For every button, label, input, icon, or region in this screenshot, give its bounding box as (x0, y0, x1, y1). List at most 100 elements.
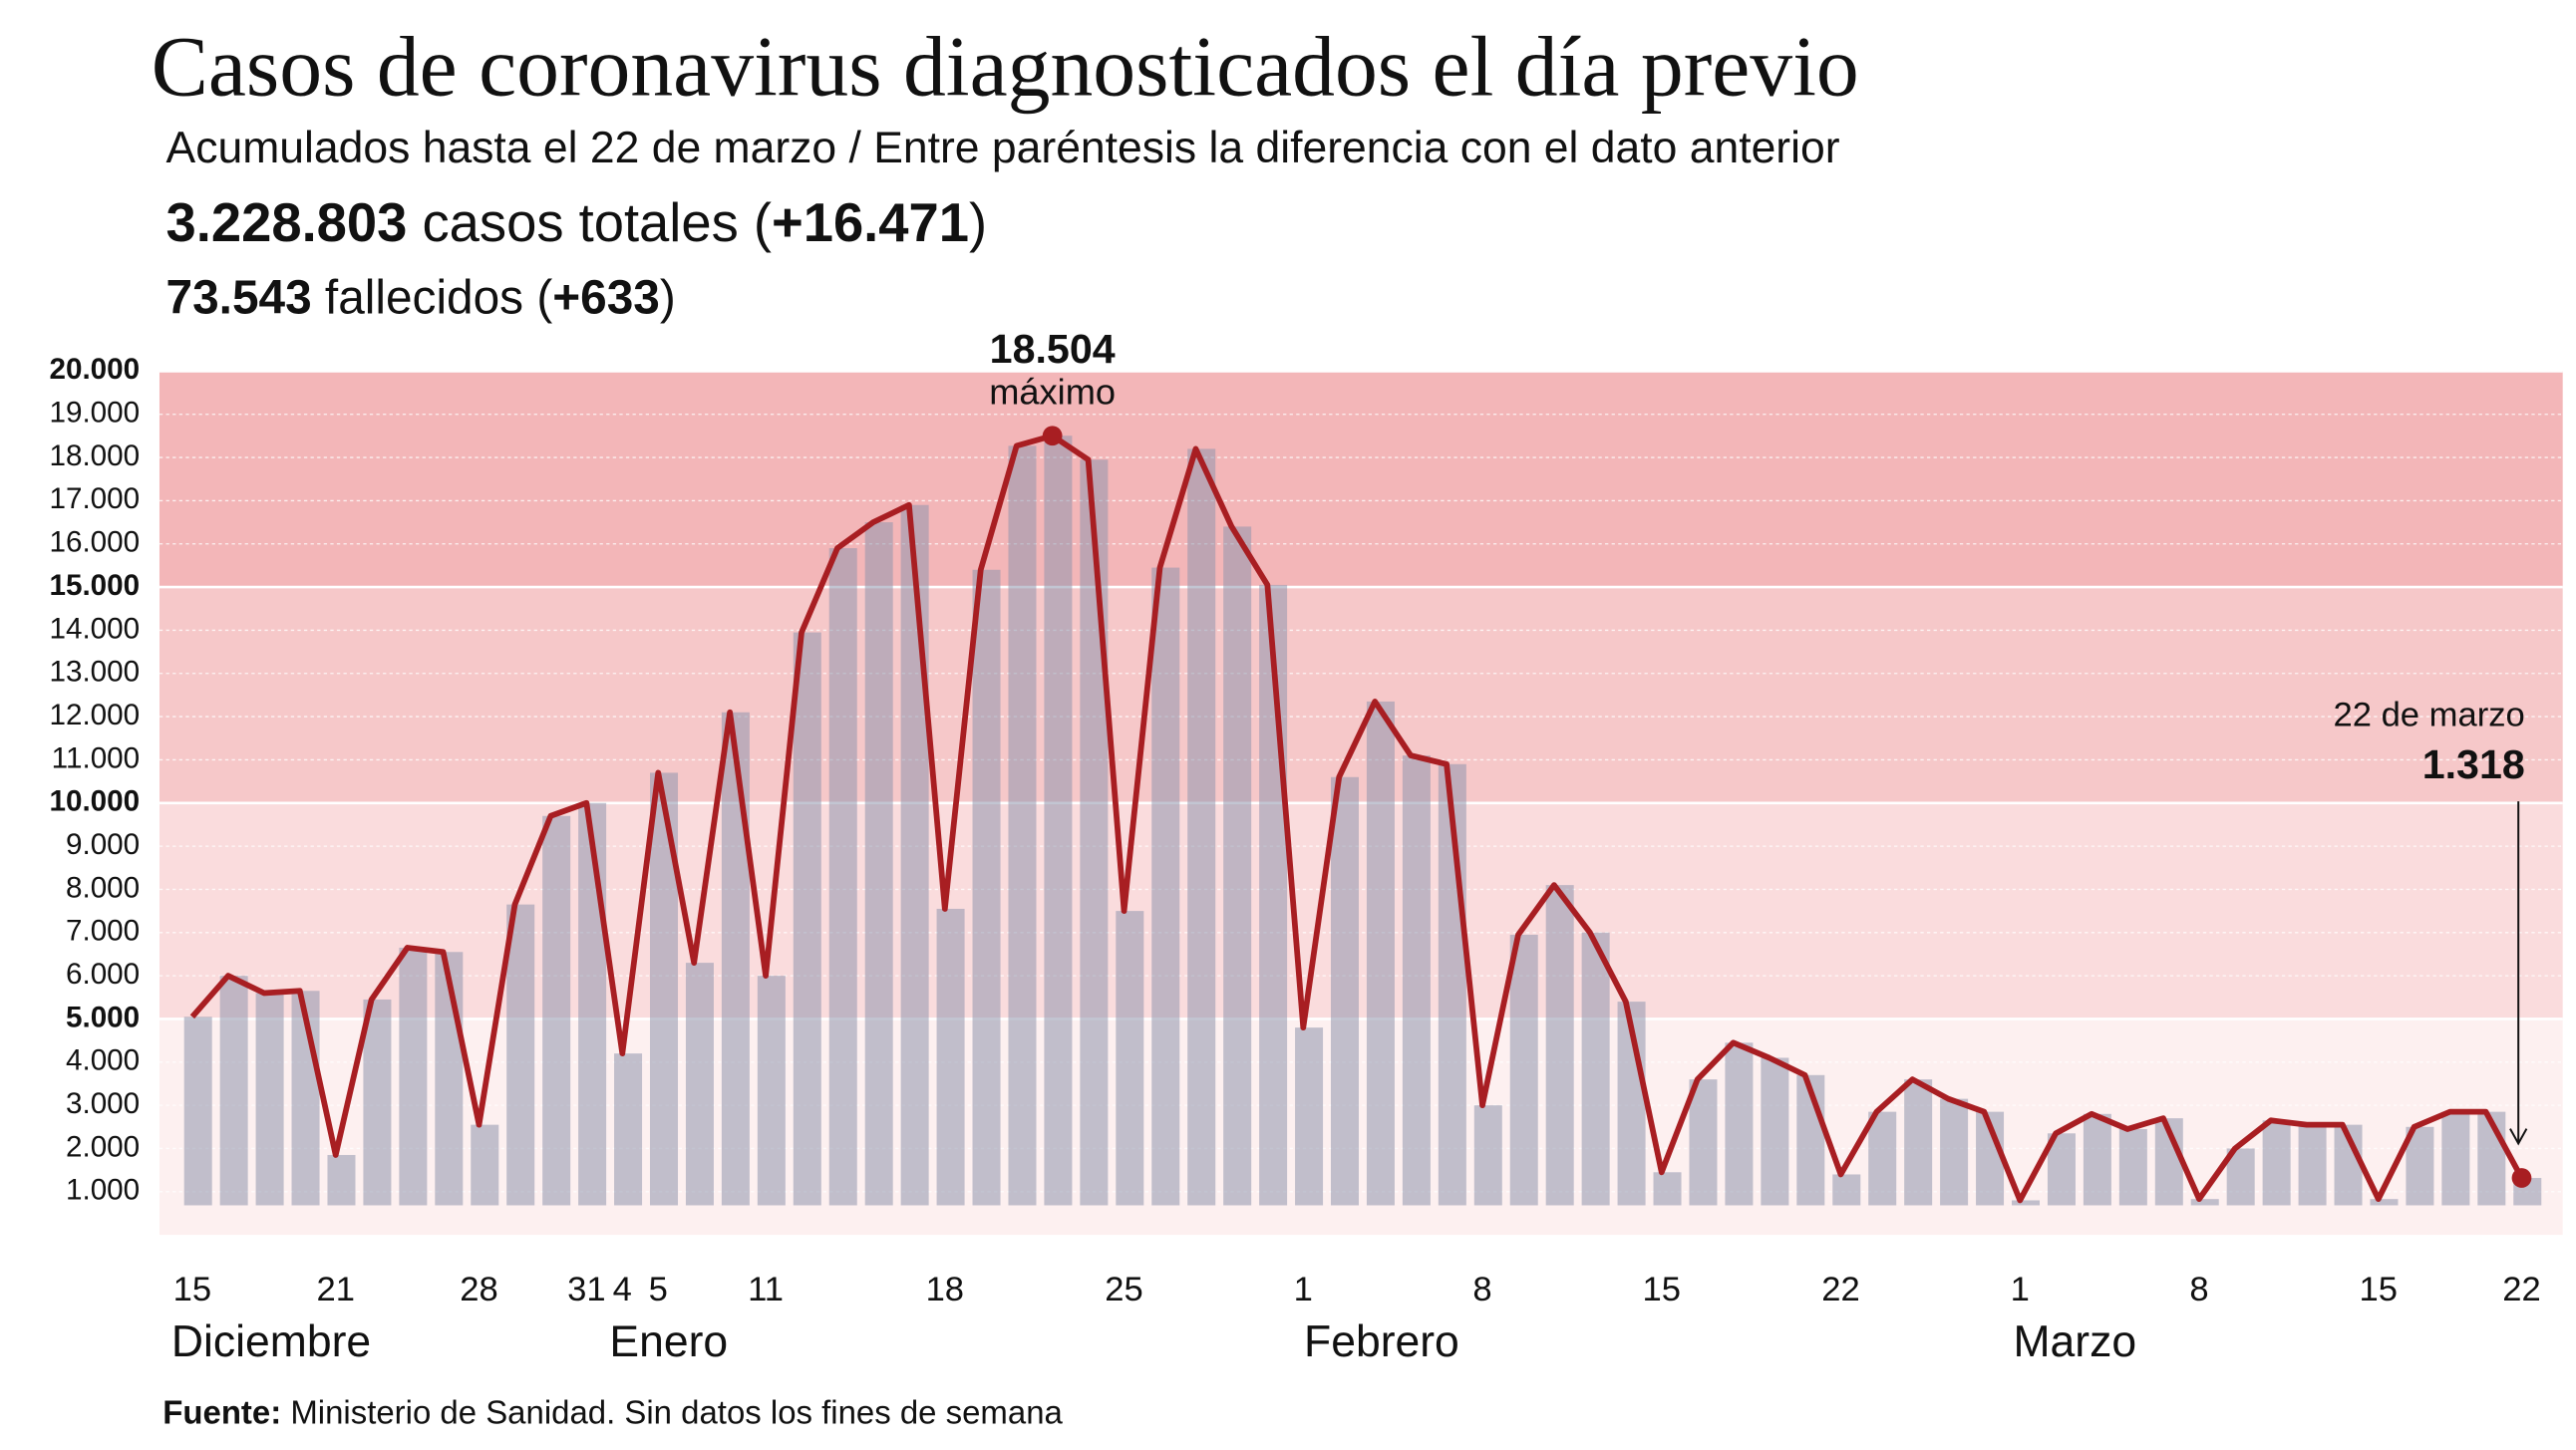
x-tick-label: 4 (613, 1271, 632, 1308)
deaths-text: fallecidos ( (312, 272, 553, 325)
bar (1653, 1172, 1682, 1206)
x-tick-label: 15 (1643, 1271, 1681, 1308)
source-label: Fuente: (162, 1394, 281, 1431)
y-tick-label: 17.000 (49, 482, 140, 515)
bar (936, 908, 965, 1206)
cases-total: 3.228.803 casos totales (+16.471) (166, 192, 988, 253)
bar (721, 712, 750, 1206)
bar (1689, 1079, 1718, 1206)
bar (900, 504, 929, 1206)
y-tick-label: 2.000 (66, 1130, 140, 1163)
x-tick-label: 11 (748, 1271, 784, 1308)
x-tick-label: 22 (2502, 1271, 2540, 1308)
bar (864, 522, 893, 1206)
bar (1187, 448, 1216, 1206)
bar (327, 1154, 356, 1206)
bar (1044, 435, 1073, 1206)
y-tick-label: 7.000 (66, 915, 140, 948)
bar (1473, 1105, 1502, 1206)
cases-number: 3.228.803 (166, 192, 408, 253)
bar (1366, 701, 1395, 1206)
y-tick-label: 11.000 (52, 741, 141, 774)
deaths-close: ) (660, 272, 676, 325)
x-tick-label: 21 (316, 1271, 354, 1308)
bar (1725, 1042, 1754, 1206)
bar (2011, 1200, 2041, 1206)
subtitle: Acumulados hasta el 22 de marzo / Entre … (166, 124, 1840, 172)
x-tick-label: 22 (1821, 1271, 1859, 1308)
bar (1581, 932, 1610, 1206)
bar (1761, 1057, 1789, 1206)
bar (219, 976, 248, 1206)
bar (2262, 1120, 2291, 1206)
y-tick-label: 9.000 (66, 828, 140, 861)
max-note: máximo (989, 371, 1116, 412)
bar (1402, 755, 1431, 1206)
bar (1223, 526, 1252, 1206)
bar (255, 993, 284, 1206)
band (159, 371, 2563, 588)
bar (2441, 1111, 2470, 1206)
bar (1940, 1098, 1969, 1206)
max-dot (1042, 426, 1063, 446)
y-tick-label: 5.000 (66, 1001, 140, 1033)
source-text: Ministerio de Sanidad. Sin datos los fin… (281, 1394, 1063, 1431)
bar (471, 1124, 499, 1206)
x-tick-label: 8 (1472, 1271, 1491, 1308)
y-tick-label: 12.000 (49, 699, 140, 731)
month-label: Enero (609, 1317, 728, 1366)
x-tick-label: 8 (2189, 1271, 2208, 1308)
y-tick-label: 19.000 (49, 397, 140, 430)
y-tick-label: 18.000 (49, 439, 140, 472)
y-tick-label: 6.000 (66, 958, 140, 991)
max-label: 18.504 (990, 326, 1116, 372)
band (159, 587, 2563, 803)
bar (649, 772, 679, 1206)
bar (972, 569, 1001, 1206)
x-tick-label: 25 (1105, 1271, 1142, 1308)
bar (2083, 1113, 2111, 1206)
bar (506, 904, 535, 1206)
deaths-total: 73.543 fallecidos (+633) (166, 272, 676, 325)
deaths-diff: +633 (552, 272, 660, 325)
bar (363, 999, 392, 1206)
y-tick-label: 20.000 (49, 353, 140, 386)
month-label: Febrero (1304, 1317, 1459, 1366)
bar (1904, 1079, 1933, 1206)
y-tick-label: 16.000 (49, 526, 140, 559)
cases-text: casos totales ( (407, 192, 772, 253)
bar (578, 802, 607, 1206)
last-label: 1.318 (2422, 741, 2525, 787)
bar (1868, 1111, 1897, 1206)
bar (757, 976, 786, 1206)
y-tick-label: 3.000 (66, 1087, 140, 1120)
bar (614, 1053, 643, 1206)
y-tick-label: 4.000 (66, 1044, 140, 1077)
bar (2370, 1199, 2399, 1206)
bar (685, 963, 714, 1206)
cases-close: ) (969, 192, 987, 253)
x-tick-label: 5 (649, 1271, 668, 1308)
arrow-head (2509, 1128, 2528, 1146)
y-tick-label: 10.000 (49, 785, 140, 818)
x-tick-label: 15 (2359, 1271, 2397, 1308)
x-tick-label: 28 (460, 1271, 497, 1308)
bar (793, 632, 821, 1206)
x-tick-label: 15 (173, 1271, 211, 1308)
bar (435, 952, 464, 1206)
y-tick-label: 15.000 (49, 569, 140, 602)
x-tick-label: 31 (567, 1271, 605, 1308)
bar (828, 548, 857, 1206)
last-note: 22 de marzo (2333, 696, 2524, 733)
bar (1151, 567, 1180, 1206)
line (189, 433, 2525, 1204)
bar (1008, 445, 1037, 1206)
bar (2190, 1199, 2219, 1206)
source: Fuente: Ministerio de Sanidad. Sin datos… (162, 1394, 1063, 1431)
bar (2118, 1128, 2147, 1206)
title: Casos de coronavirus diagnosticados el d… (152, 20, 1859, 115)
cases-diff: +16.471 (772, 192, 969, 253)
bar (399, 947, 428, 1206)
y-tick-label: 8.000 (66, 871, 140, 904)
